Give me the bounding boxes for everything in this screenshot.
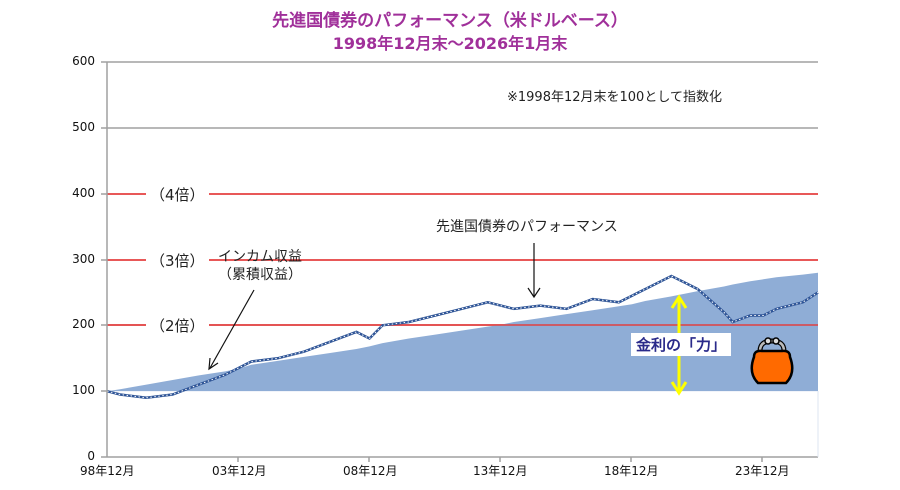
income-sublabel: （累積収益）	[218, 267, 302, 283]
y-tick-500: 500	[72, 120, 95, 134]
x-tick-6: 23年12月	[735, 464, 790, 478]
chart-subtitle: 1998年12月末～2026年1月末	[332, 34, 568, 53]
performance-annotation: 先進国債券のパフォーマンス	[436, 219, 618, 235]
purse-icon	[750, 337, 794, 385]
performance-arrow	[527, 243, 541, 299]
x-tick-2: 03年12月	[212, 464, 267, 478]
y-tick-0: 0	[87, 449, 95, 463]
chart-title: 先進国債券のパフォーマンス（米ドルベース）	[272, 11, 628, 31]
income-arrow	[208, 289, 255, 371]
income-label: インカム収益	[218, 249, 302, 265]
multiple-label-4x: （4倍）	[146, 184, 209, 205]
y-tick-600: 600	[72, 54, 95, 68]
y-tick-400: 400	[72, 186, 95, 200]
grid	[107, 61, 818, 129]
x-tick-4: 13年12月	[473, 464, 528, 478]
index-note: ※1998年12月末を100として指数化	[507, 90, 722, 105]
axes	[101, 61, 818, 462]
income-annotation: インカム収益 （累積収益）	[218, 248, 302, 284]
interest-power-label: 金利の「力」	[631, 333, 732, 356]
y-tick-200: 200	[72, 317, 95, 331]
x-tick-3: 08年12月	[343, 464, 398, 478]
y-tick-100: 100	[72, 383, 95, 397]
multiple-label-2x: （2倍）	[146, 315, 209, 336]
y-tick-300: 300	[72, 252, 95, 266]
x-tick-5: 18年12月	[604, 464, 659, 478]
multiple-label-3x: （3倍）	[146, 250, 209, 271]
x-tick-1: 98年12月	[80, 464, 135, 478]
income-area	[107, 272, 818, 392]
